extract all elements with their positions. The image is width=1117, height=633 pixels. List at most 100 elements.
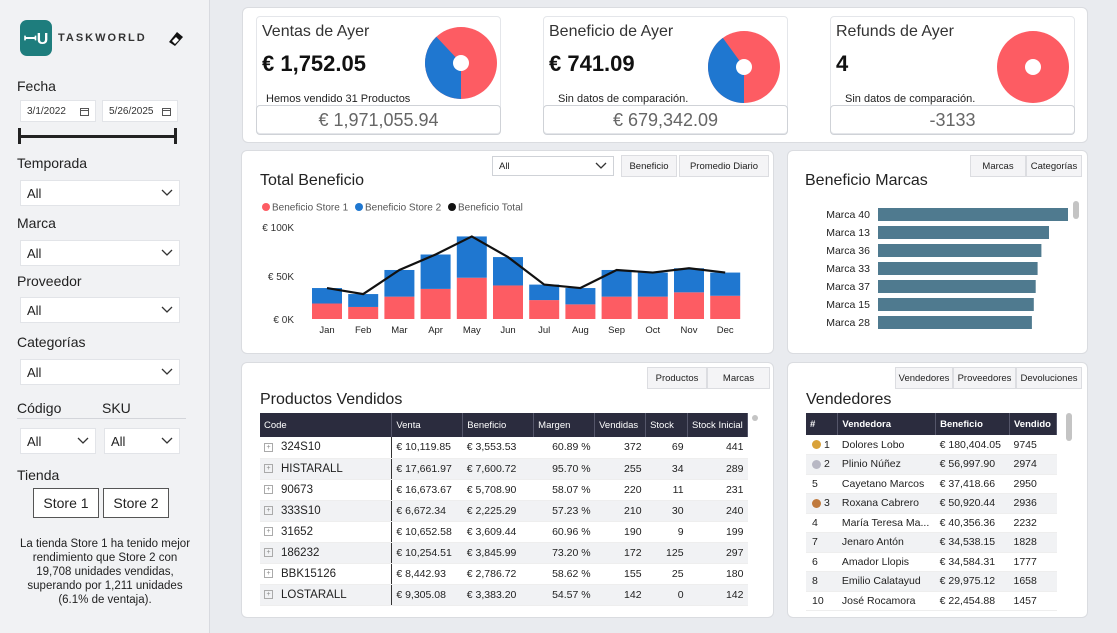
expand-icon[interactable]: + — [264, 485, 273, 495]
date-to-input[interactable]: 5/26/2025 — [102, 100, 178, 122]
bar-store1[interactable] — [674, 292, 704, 319]
table-row[interactable]: + BBK15126 € 8,442.93 € 2,786.72 58.62 % 155 2… — [260, 563, 748, 585]
productos-tab-button[interactable]: Productos — [647, 367, 707, 389]
col-header-vendedora[interactable]: Vendedora — [837, 413, 937, 435]
table-row[interactable]: +324S10 € 10,119.85 € 3,553.53 60.89 % 372 69… — [260, 437, 748, 459]
table-row[interactable]: 4 María Teresa Ma... € 40,356.36 2232 — [806, 513, 1057, 533]
beneficio-button[interactable]: Beneficio — [621, 155, 677, 177]
store-2-button[interactable]: Store 2 — [103, 488, 169, 518]
temporada-dropdown[interactable]: All — [20, 180, 180, 206]
col-header-margen[interactable]: Margen — [533, 413, 596, 437]
marca-bar[interactable] — [878, 226, 1049, 239]
productos-scrollbar[interactable] — [752, 415, 758, 421]
marca-bar[interactable] — [878, 244, 1042, 257]
table-row[interactable]: +90673 € 16,673.67 € 5,708.90 58.07 % 220 11 2… — [260, 479, 748, 501]
sku-dropdown[interactable]: All — [104, 428, 180, 454]
vendedores-scrollbar[interactable] — [1066, 413, 1072, 441]
proveedor-dropdown[interactable]: All — [20, 297, 180, 323]
marca-dropdown[interactable]: All — [20, 240, 180, 266]
bar-store1[interactable] — [529, 300, 560, 319]
col-header-venta[interactable]: Venta — [391, 413, 464, 437]
table-row[interactable]: 7 Jenaro Antón € 34,538.15 1828 — [806, 532, 1057, 553]
table-row[interactable]: 2 Plinio Núñez € 56,997.90 2974 — [806, 454, 1057, 475]
promedio-diario-button[interactable]: Promedio Diario — [679, 155, 769, 177]
divider — [17, 418, 186, 419]
table-row[interactable]: +333S10 € 6,672.34 € 2,225.29 57.23 % 210 30 2… — [260, 500, 748, 522]
bar-store1[interactable] — [637, 296, 668, 319]
marca-bar[interactable] — [878, 208, 1068, 221]
date-from-input[interactable]: 3/1/2022 — [20, 100, 96, 122]
col-header-stock-inicial[interactable]: Stock Inicial — [687, 413, 748, 437]
expand-icon[interactable]: + — [264, 527, 273, 537]
bar-store1[interactable] — [312, 303, 342, 319]
bar-store2[interactable] — [601, 269, 632, 297]
proveedores-tab-button[interactable]: Proveedores — [953, 367, 1016, 389]
marca-bar[interactable] — [878, 280, 1036, 293]
categorias-dropdown[interactable]: All — [20, 359, 180, 385]
x-tick-label: Aug — [572, 325, 589, 336]
date-slider-end-handle[interactable] — [174, 128, 177, 144]
bar-store1[interactable] — [601, 296, 632, 319]
col-header-vendidas[interactable]: Vendidas — [594, 413, 647, 437]
table-row[interactable]: 8 Emilio Calatayud € 29,975.12 1658 — [806, 571, 1057, 592]
table-row[interactable]: 10 José Rocamora € 22,454.88 1457 — [806, 591, 1057, 611]
expand-icon[interactable]: + — [264, 569, 273, 579]
category-label: Marca 13 — [826, 227, 870, 239]
bar-store1[interactable] — [493, 285, 523, 319]
bar-store2[interactable] — [637, 272, 668, 297]
bar-store1[interactable] — [384, 296, 415, 319]
table-row[interactable]: +186232 € 10,254.51 € 3,845.99 73.20 % 172 12… — [260, 542, 748, 564]
table-cell: 142 — [687, 584, 748, 606]
bar-store2[interactable] — [348, 294, 379, 307]
bar-store1[interactable] — [420, 288, 451, 319]
col-header-code[interactable]: Code — [260, 413, 393, 437]
col-header-vendido[interactable]: Vendido — [1009, 413, 1057, 435]
date-slider-start-handle[interactable] — [18, 128, 21, 144]
bar-store2[interactable] — [674, 268, 704, 293]
beneficio-filter-dropdown[interactable]: All — [492, 156, 614, 176]
col-header-rank[interactable]: # — [806, 413, 839, 435]
table-row[interactable]: 1 Dolores Lobo € 180,404.05 9745 — [806, 435, 1057, 455]
marcas-scrollbar[interactable] — [1073, 201, 1079, 219]
bar-store1[interactable] — [710, 295, 741, 319]
bar-store1[interactable] — [565, 304, 596, 319]
table-row[interactable]: + LOSTARALL € 9,305.08 € 3,383.20 54.57 % 142… — [260, 584, 748, 606]
marca-bar[interactable] — [878, 262, 1038, 275]
table-cell: 2936 — [1009, 493, 1057, 514]
eraser-icon[interactable] — [165, 28, 187, 50]
table-row[interactable]: 3 Roxana Cabrero € 50,920.44 2936 — [806, 493, 1057, 514]
expand-icon[interactable]: + — [264, 548, 273, 558]
expand-icon[interactable]: + — [264, 442, 273, 452]
table-row[interactable]: + HISTARALL € 17,661.97 € 7,600.72 95.70 % 25… — [260, 458, 748, 480]
table-row[interactable]: 5 Cayetano Marcos € 37,418.66 2950 — [806, 474, 1057, 494]
vendedores-tab-button[interactable]: Vendedores — [895, 367, 953, 389]
marcas-tab-button[interactable]: Marcas — [707, 367, 770, 389]
marca-bar[interactable] — [878, 316, 1032, 329]
codigo-dropdown[interactable]: All — [20, 428, 96, 454]
col-header-beneficio[interactable]: Beneficio — [462, 413, 535, 437]
bar-store2[interactable] — [565, 288, 596, 305]
col-header-beneficio[interactable]: Beneficio — [935, 413, 1010, 435]
table-row[interactable]: +31652 € 10,652.58 € 3,609.44 60.96 % 190 9 19… — [260, 521, 748, 543]
expand-icon[interactable]: + — [264, 506, 273, 516]
bar-store1[interactable] — [348, 306, 379, 319]
bar-store2[interactable] — [420, 254, 451, 289]
devoluciones-tab-button[interactable]: Devoluciones — [1016, 367, 1082, 389]
bar-store2[interactable] — [493, 257, 523, 286]
marca-bar[interactable] — [878, 298, 1034, 311]
bar-store1[interactable] — [456, 277, 487, 319]
marcas-tab-button[interactable]: Marcas — [970, 155, 1026, 177]
expand-icon[interactable]: + — [264, 464, 273, 474]
store-1-button[interactable]: Store 1 — [33, 488, 99, 518]
categorias-tab-button[interactable]: Categorías — [1026, 155, 1082, 177]
date-slider-track[interactable] — [19, 135, 177, 138]
bar-store2[interactable] — [384, 269, 415, 297]
bar-store2[interactable] — [312, 288, 342, 304]
bar-store2[interactable] — [529, 284, 560, 301]
expand-icon[interactable]: + — [264, 590, 273, 600]
table-cell: € 22,454.88 — [935, 591, 1010, 611]
codigo-label: Código — [17, 400, 62, 416]
bar-store2[interactable] — [710, 272, 741, 296]
table-row[interactable]: 6 Amador Llopis € 34,584.31 1777 — [806, 552, 1057, 572]
col-header-stock[interactable]: Stock — [645, 413, 689, 437]
